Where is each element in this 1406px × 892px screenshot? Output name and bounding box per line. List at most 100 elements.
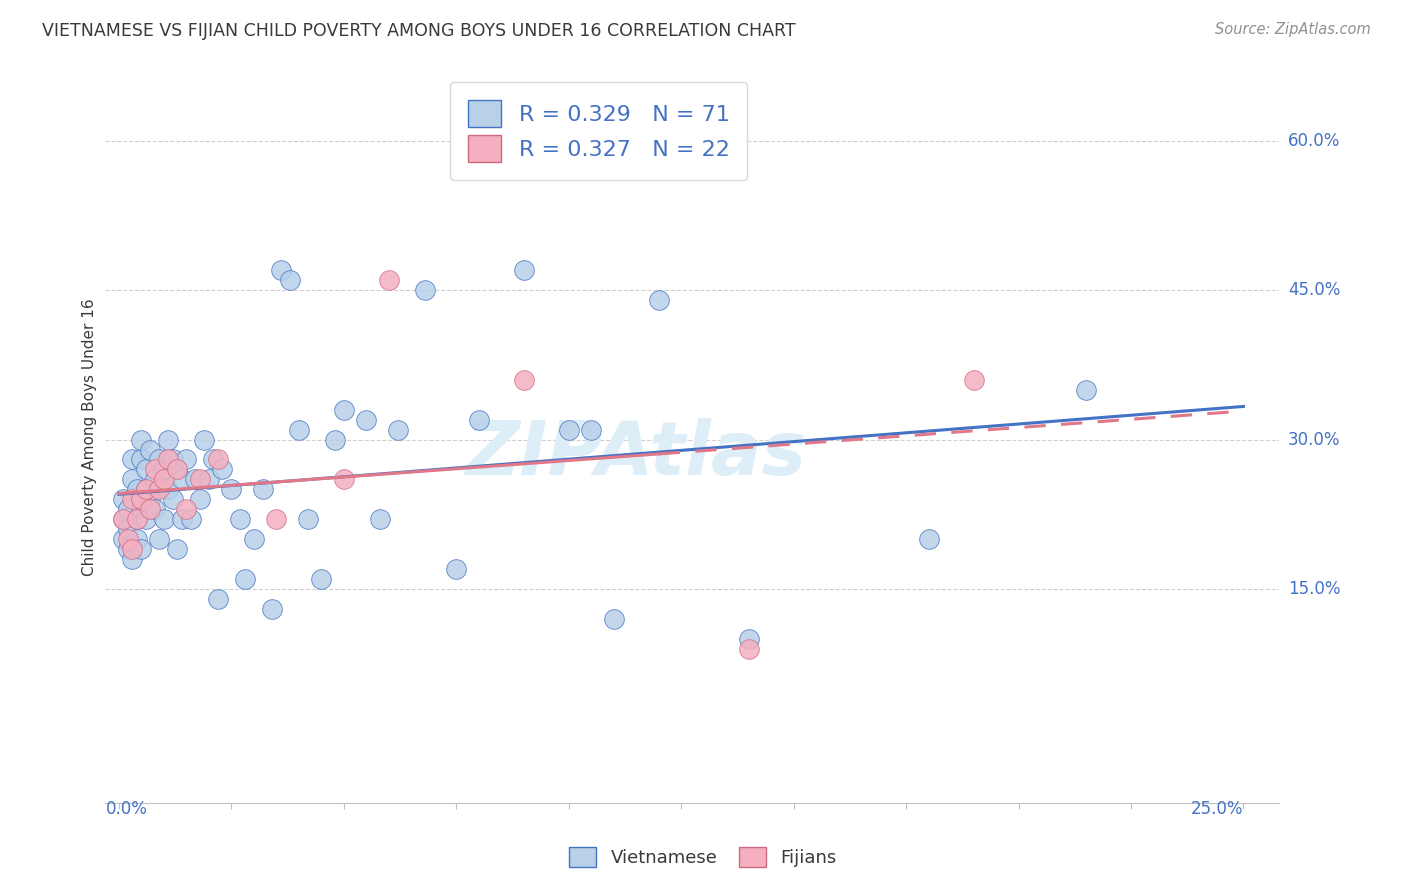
Point [166,542,188,557]
Point [131,492,153,507]
Point [112,492,135,507]
Point [180,512,202,526]
Point [121,472,143,486]
Text: 15.0%: 15.0% [1288,580,1340,598]
Point [143,472,166,486]
Point [1074,383,1097,397]
Point [311,572,333,586]
Point [117,522,139,536]
Point [270,263,292,277]
Point [131,452,153,467]
Point [166,462,188,476]
Point [139,492,162,507]
Point [333,402,356,417]
Point [202,452,225,467]
Point [148,483,170,497]
Point [193,433,215,447]
Point [112,512,135,526]
Point [117,542,139,557]
Point [162,452,184,467]
Point [153,512,176,526]
Point [170,512,193,526]
Point [117,502,139,516]
Point [648,293,671,308]
Point [125,483,148,497]
Point [221,483,243,497]
Text: 30.0%: 30.0% [1288,431,1340,449]
Point [135,462,157,476]
Point [121,452,143,467]
Text: 25.0%: 25.0% [1191,800,1243,818]
Point [207,591,229,606]
Point [162,492,184,507]
Point [112,512,135,526]
Point [243,532,266,546]
Point [917,532,939,546]
Point [170,472,193,486]
Legend: Vietnamese, Fijians: Vietnamese, Fijians [562,839,844,874]
Point [378,273,401,287]
Text: 45.0%: 45.0% [1288,281,1340,300]
Text: 60.0%: 60.0% [1288,132,1340,150]
Point [513,373,536,387]
Point [112,532,135,546]
Point [157,433,180,447]
Text: ZIPAtlas: ZIPAtlas [465,418,807,491]
Point [166,462,188,476]
Point [139,442,162,457]
Point [157,483,180,497]
Point [135,483,157,497]
Point [153,462,176,476]
Point [737,632,759,646]
Point [125,532,148,546]
Y-axis label: Child Poverty Among Boys Under 16: Child Poverty Among Boys Under 16 [82,298,97,576]
Point [446,562,468,576]
Point [207,452,229,467]
Text: 0.0%: 0.0% [105,800,148,818]
Text: VIETNAMESE VS FIJIAN CHILD POVERTY AMONG BOYS UNDER 16 CORRELATION CHART: VIETNAMESE VS FIJIAN CHILD POVERTY AMONG… [42,22,796,40]
Point [211,462,233,476]
Point [962,373,984,387]
Point [188,492,211,507]
Point [153,472,176,486]
Point [131,502,153,516]
Point [131,433,153,447]
Point [252,483,274,497]
Point [333,472,356,486]
Point [121,492,143,507]
Point [148,532,170,546]
Point [176,452,198,467]
Point [139,502,162,516]
Point [125,512,148,526]
Point [387,423,409,437]
Point [229,512,252,526]
Point [737,641,759,656]
Point [581,423,603,437]
Point [603,612,626,626]
Text: Source: ZipAtlas.com: Source: ZipAtlas.com [1215,22,1371,37]
Point [176,502,198,516]
Point [184,472,207,486]
Legend: R = 0.329   N = 71, R = 0.327   N = 22: R = 0.329 N = 71, R = 0.327 N = 22 [450,82,748,180]
Point [278,273,301,287]
Point [143,502,166,516]
Point [368,512,391,526]
Point [131,542,153,557]
Point [233,572,256,586]
Point [125,512,148,526]
Point [558,423,581,437]
Point [157,452,180,467]
Point [323,433,346,447]
Point [266,512,288,526]
Point [121,552,143,566]
Point [188,472,211,486]
Point [135,512,157,526]
Point [297,512,319,526]
Point [513,263,536,277]
Point [413,283,436,297]
Point [143,462,166,476]
Point [260,601,283,615]
Point [148,452,170,467]
Point [117,532,139,546]
Point [356,412,378,426]
